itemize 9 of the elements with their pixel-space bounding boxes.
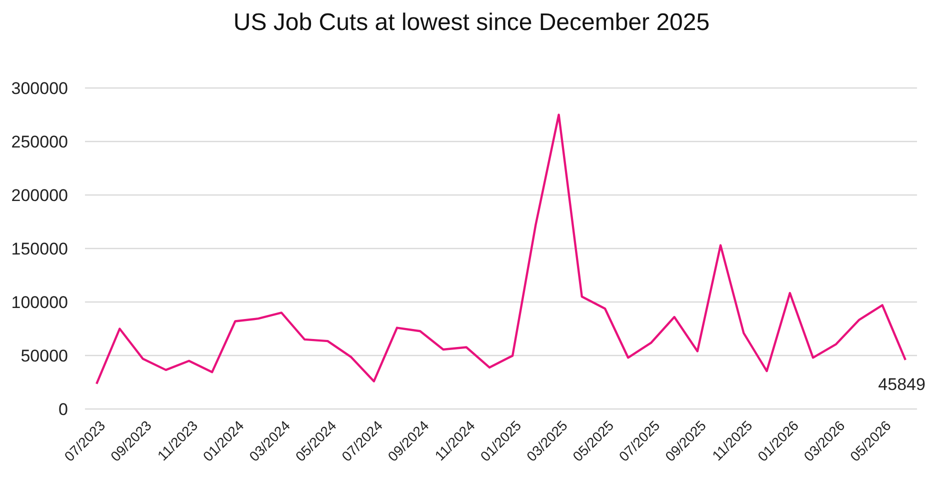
y-tick-label: 50000 <box>20 346 68 366</box>
y-tick-label: 300000 <box>11 78 68 98</box>
y-tick-label: 0 <box>58 400 68 419</box>
y-tick-label: 100000 <box>11 292 68 312</box>
y-tick-label: 200000 <box>11 186 68 205</box>
chart-title: US Job Cuts at lowest since December 2025 <box>233 9 710 36</box>
y-tick-label: 250000 <box>11 132 68 152</box>
data-label: 45849 <box>878 374 926 394</box>
y-tick-label: 150000 <box>11 239 68 258</box>
